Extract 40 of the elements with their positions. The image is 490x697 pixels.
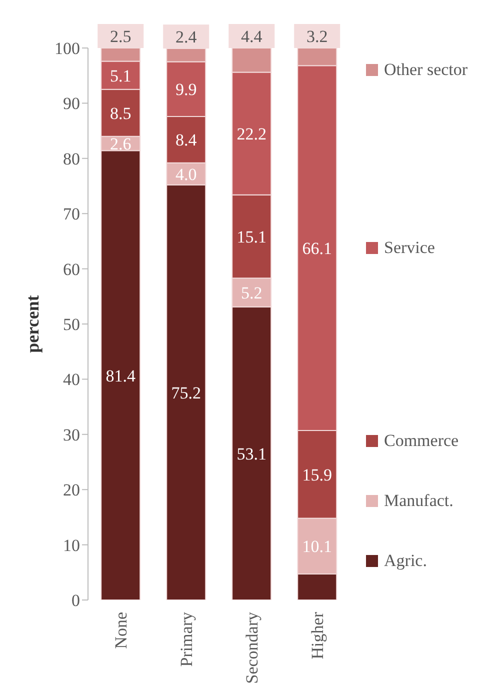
legend-label: Other sector xyxy=(384,59,469,82)
y-tick-label: 40 xyxy=(63,370,80,390)
data-label: 3.2 xyxy=(306,26,328,46)
y-tick-label: 10 xyxy=(63,536,80,555)
y-tick-label: 90 xyxy=(63,94,80,114)
x-tick-label: Higher xyxy=(308,612,328,660)
data-label: 15.1 xyxy=(236,227,266,246)
data-label: 2.6 xyxy=(110,134,132,154)
y-tick-label: 80 xyxy=(63,149,80,168)
x-tick-label: Secondary xyxy=(242,612,262,684)
data-label: 2.5 xyxy=(110,26,132,46)
y-tick-label: 0 xyxy=(72,591,80,610)
data-label: 22.2 xyxy=(236,124,266,144)
data-label: 5.1 xyxy=(110,66,132,86)
legend-label: Commerce xyxy=(384,430,460,452)
x-tick-label: Primary xyxy=(177,612,196,667)
y-tick-label: 60 xyxy=(63,260,80,279)
legend-label: Agric. xyxy=(384,550,428,572)
data-label: 81.4 xyxy=(106,366,136,386)
y-tick-label: 30 xyxy=(63,425,80,444)
data-label: 5.2 xyxy=(240,283,262,302)
data-label: 10.1 xyxy=(302,537,332,556)
legend-label: Service xyxy=(384,237,436,260)
data-label: 15.9 xyxy=(302,465,332,484)
y-tick-label: 20 xyxy=(63,480,80,500)
data-label: 9.9 xyxy=(175,80,197,100)
data-label: 66.1 xyxy=(302,239,332,258)
legend-label: Manufact. xyxy=(384,490,454,512)
data-label: 4.0 xyxy=(175,164,197,184)
data-label: 53.1 xyxy=(236,444,266,464)
data-label: 4.4 xyxy=(240,26,263,46)
y-axis-title: percent xyxy=(22,295,42,353)
y-tick-label: 100 xyxy=(54,39,80,58)
y-tick-label: 70 xyxy=(63,204,80,224)
data-label: 2.4 xyxy=(175,28,198,46)
x-tick-label: None xyxy=(112,612,131,649)
data-label: 75.2 xyxy=(171,383,201,402)
data-label: 8.4 xyxy=(175,130,198,150)
data-label: 8.5 xyxy=(110,104,132,123)
y-tick-label: 50 xyxy=(63,315,80,334)
